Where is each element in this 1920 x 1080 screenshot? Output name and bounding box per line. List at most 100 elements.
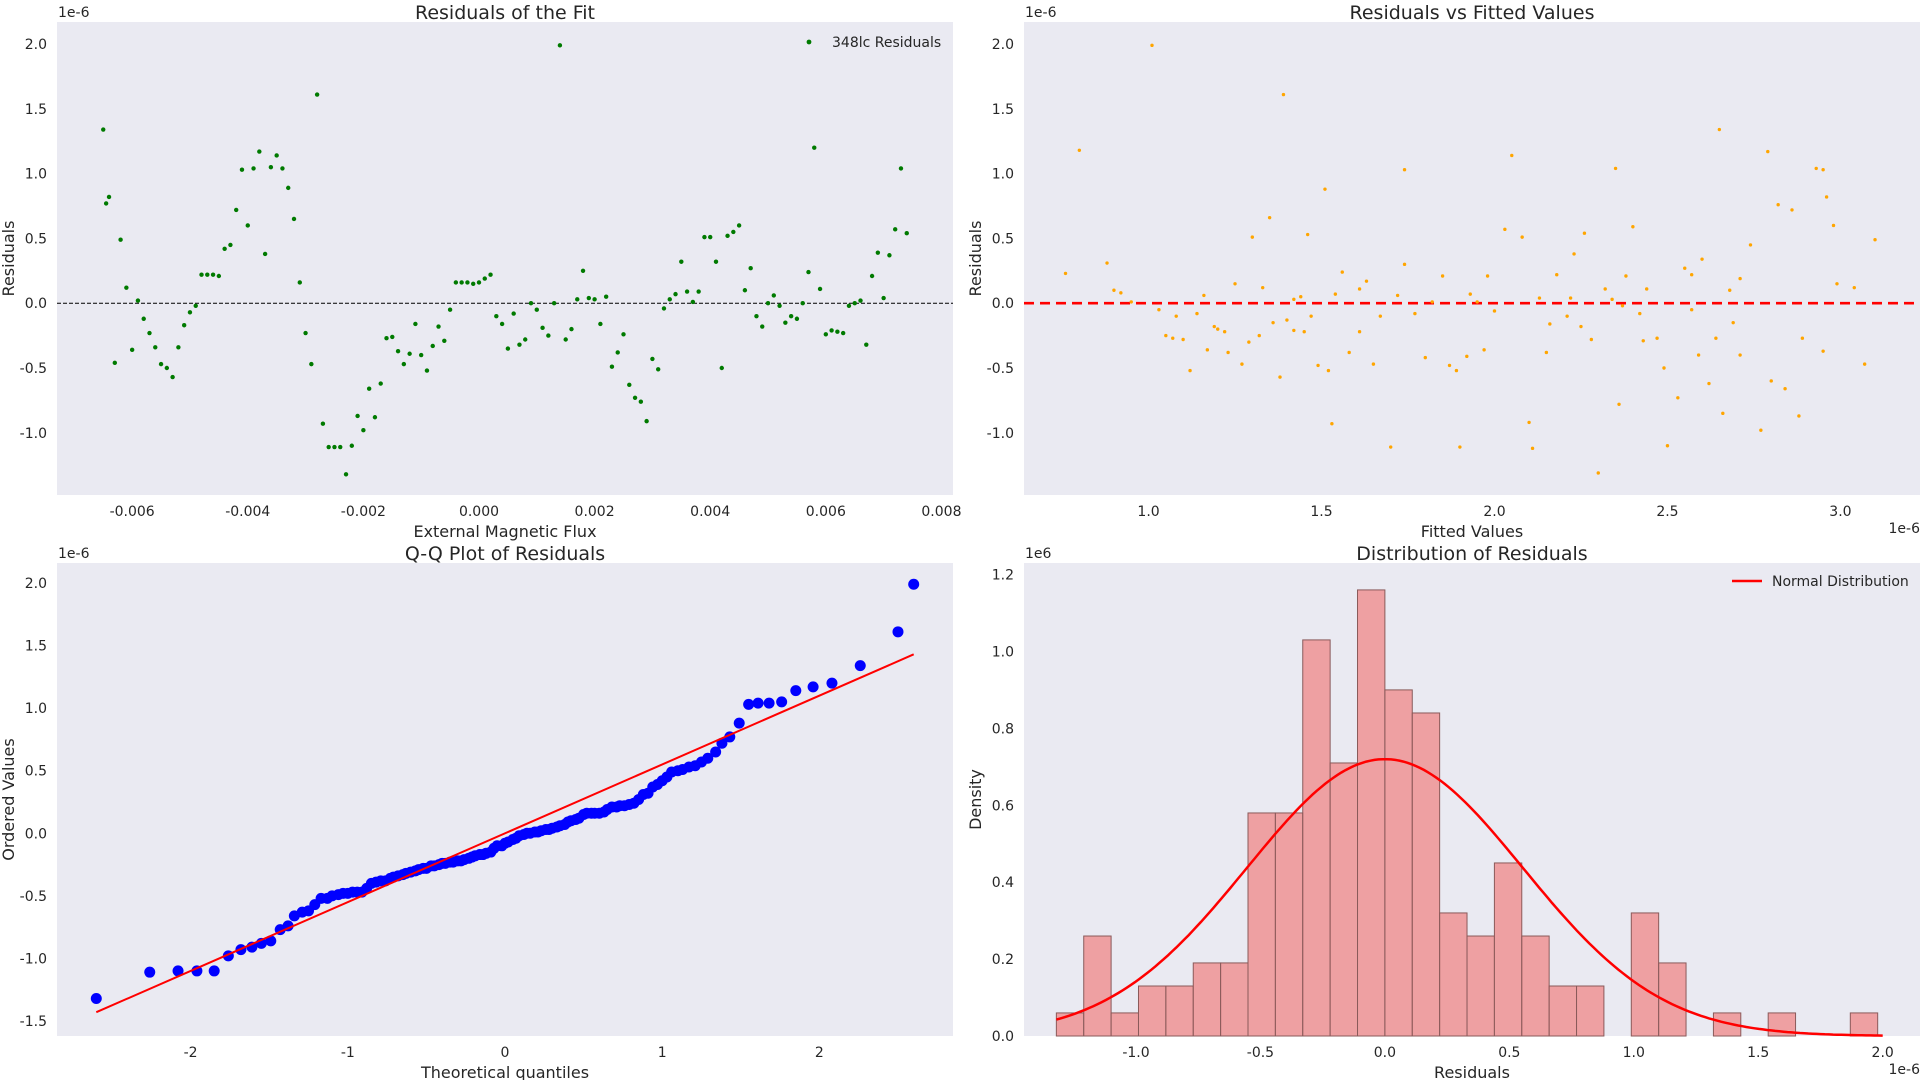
data-point [765, 301, 771, 306]
data-point [1402, 262, 1407, 267]
y-tick-label: 0.0 [25, 826, 47, 842]
chart-title: Distribution of Residuals [1356, 543, 1587, 565]
data-point [864, 342, 869, 347]
data-point [187, 310, 193, 315]
data-point [309, 361, 314, 367]
data-point [1240, 362, 1244, 366]
data-point [1797, 414, 1801, 418]
data-point [158, 361, 164, 367]
data-point [1402, 168, 1407, 172]
data-point [650, 356, 655, 362]
data-point [592, 297, 597, 302]
data-point [1333, 292, 1338, 296]
histogram-bar [1083, 935, 1112, 1037]
data-point [1281, 92, 1286, 97]
histogram-bar [1137, 985, 1167, 1037]
histogram-bar [1247, 812, 1276, 1037]
histogram-bar [1302, 639, 1331, 1037]
histogram-bar [1192, 962, 1222, 1037]
data-point [790, 685, 802, 697]
data-point [1316, 363, 1320, 368]
data-point [234, 207, 239, 213]
data-point [777, 303, 782, 308]
y-tick-label: 0.8 [992, 721, 1014, 737]
data-point [713, 259, 719, 264]
data-point [1285, 318, 1289, 322]
data-point [164, 365, 170, 371]
data-point [1510, 153, 1514, 158]
data-point [875, 250, 881, 255]
panel-distribution-of-residuals: Distribution of Residuals Residuals Dens… [966, 543, 1920, 1080]
y-tick-label: 0.0 [992, 296, 1014, 312]
data-point [1831, 223, 1836, 228]
data-point [1485, 274, 1490, 278]
data-point [355, 413, 360, 419]
data-point [1292, 328, 1296, 333]
data-point [702, 752, 714, 764]
y-tick-label: -0.5 [20, 361, 47, 377]
histogram-bar [1493, 862, 1523, 1037]
histogram-bar [1521, 935, 1550, 1037]
x-tick-label: 2.5 [1656, 504, 1678, 520]
data-point [1503, 227, 1507, 232]
data-point [1458, 445, 1462, 449]
data-point [1330, 422, 1334, 426]
x-tick-label: 2 [815, 1045, 824, 1061]
data-point [1216, 327, 1220, 331]
data-point [291, 216, 297, 222]
data-point [1226, 350, 1230, 355]
data-point [1520, 235, 1524, 239]
data-point [265, 935, 277, 947]
y-axis-multiplier: 1e-6 [58, 546, 90, 562]
data-point [743, 698, 755, 710]
x-tick-label: 1 [658, 1045, 667, 1061]
data-point [326, 444, 331, 450]
data-point [881, 295, 886, 301]
data-point [1683, 266, 1687, 270]
data-point [684, 289, 690, 294]
data-point [262, 251, 268, 257]
data-point [679, 259, 684, 264]
histogram-bar [1110, 1012, 1139, 1037]
histogram-bar [1439, 912, 1468, 1037]
histogram-bar [1165, 985, 1194, 1037]
data-point [1233, 282, 1237, 286]
y-tick-label: 0.2 [992, 952, 1014, 968]
data-point [852, 301, 857, 306]
y-tick-label: -0.5 [987, 361, 1014, 377]
data-point [742, 288, 748, 293]
data-point [124, 285, 129, 290]
data-point [1835, 282, 1839, 286]
data-point [752, 697, 764, 709]
data-point [1689, 272, 1694, 277]
data-point [147, 330, 152, 336]
data-point [892, 227, 898, 232]
data-point [1454, 368, 1459, 373]
data-point [1638, 311, 1642, 316]
histogram-bar [1548, 985, 1578, 1037]
data-point [424, 368, 430, 373]
chart-title: Residuals vs Fitted Values [1350, 2, 1595, 24]
legend-marker [806, 39, 812, 45]
data-point [320, 421, 326, 426]
data-point [1475, 300, 1479, 304]
data-point [1821, 168, 1825, 172]
data-point [817, 286, 823, 292]
data-point [384, 335, 389, 341]
data-point [788, 313, 794, 319]
data-point [106, 194, 112, 200]
data-point [1555, 272, 1559, 277]
data-point [239, 167, 245, 172]
y-axis-multiplier: 1e-6 [58, 5, 90, 21]
data-point [297, 280, 302, 285]
y-tick-label: -1.0 [20, 426, 47, 442]
axes-background [57, 22, 953, 495]
data-point [748, 266, 753, 271]
data-point [1157, 307, 1161, 312]
data-point [1357, 330, 1362, 334]
data-point [580, 268, 586, 274]
x-tick-label: 1.5 [1747, 1045, 1769, 1061]
data-point [1371, 362, 1376, 366]
data-point [471, 281, 476, 286]
data-point [1645, 287, 1649, 291]
